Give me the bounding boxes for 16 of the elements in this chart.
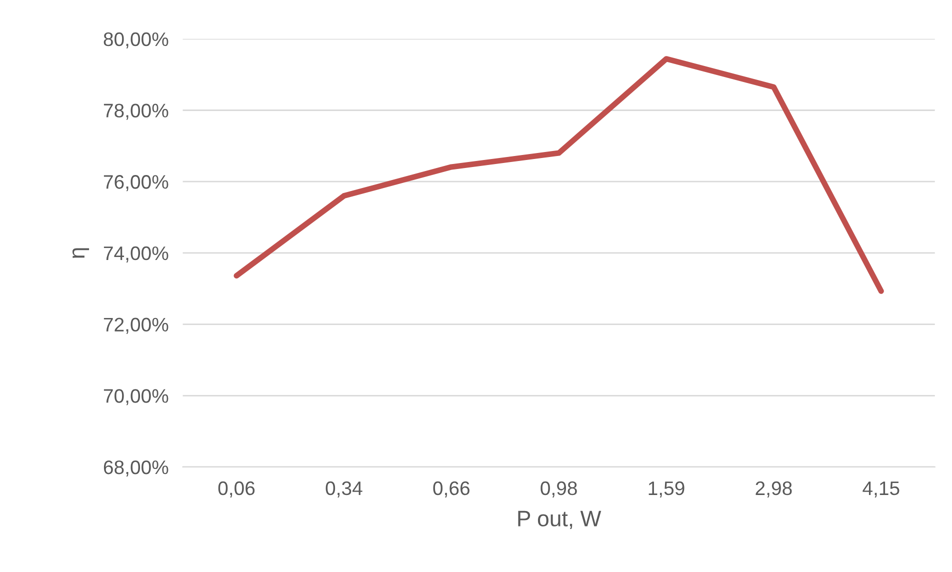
x-tick-label: 1,59 [648,481,684,498]
y-tick-label: 74,00% [104,246,168,262]
x-tick-label: 0,06 [218,481,255,498]
x-tick-label: 2,98 [756,481,792,498]
y-tick-label: 76,00% [104,175,168,192]
x-tick-label: 4,15 [862,482,900,498]
x-tick-label: 0,98 [540,481,577,498]
y-tick-label: 68,00% [104,460,168,477]
y-axis-title: η [72,248,90,258]
x-tick-label: 0,34 [326,481,362,498]
x-axis-title: P out, W [518,510,602,530]
y-tick-label: 70,00% [104,389,168,406]
x-tick-label: 0,66 [433,481,470,498]
y-tick-label: 72,00% [104,318,168,334]
y-tick-label: 80,00% [104,32,168,48]
y-tick-label: 78,00% [104,104,168,120]
